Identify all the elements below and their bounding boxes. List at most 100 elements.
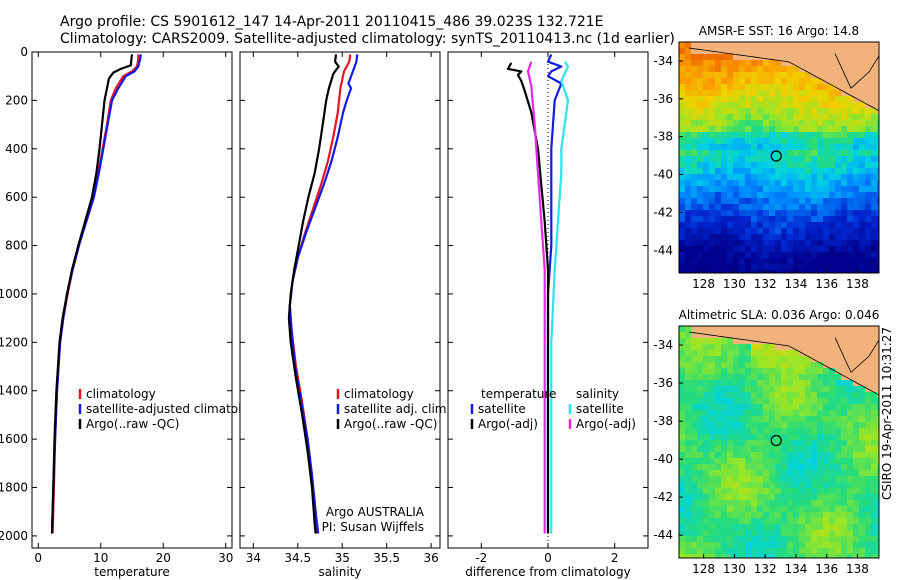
map-cell: [835, 180, 841, 186]
annotation-text: Argo AUSTRALIA: [326, 505, 425, 519]
map-cell: [775, 494, 781, 500]
map-title: Altimetric SLA: 0.036 Argo: 0.046: [679, 308, 880, 322]
map-cell: [841, 216, 847, 222]
map-cell: [823, 90, 829, 96]
map-cell: [835, 386, 841, 392]
map-cell: [859, 246, 865, 252]
map-cell: [781, 144, 787, 150]
map-cell: [733, 72, 739, 78]
map-cell: [727, 452, 733, 458]
map-cell: [835, 54, 841, 60]
map-cell: [733, 500, 739, 506]
map-cell: [775, 434, 781, 440]
map-cell: [799, 240, 805, 246]
map-cell: [745, 476, 751, 482]
map-cell: [829, 332, 835, 338]
map-cell: [823, 374, 829, 380]
map-cell: [751, 150, 757, 156]
map-cell: [679, 66, 685, 72]
map-cell: [805, 120, 811, 126]
map-cell: [865, 264, 871, 270]
map-cell: [703, 416, 709, 422]
map-cell: [703, 542, 709, 548]
map-cell: [805, 126, 811, 132]
map-cell: [877, 234, 879, 240]
map-cell: [811, 156, 817, 162]
map-cell: [685, 132, 691, 138]
map-cell: [799, 542, 805, 548]
map-cell: [877, 470, 879, 476]
map-cell: [859, 446, 865, 452]
map-cell: [805, 186, 811, 192]
map-cell: [751, 72, 757, 78]
map-cell: [865, 180, 871, 186]
map-cell: [787, 326, 793, 332]
map-cell: [769, 344, 775, 350]
map-cell: [763, 422, 769, 428]
map-cell: [721, 144, 727, 150]
map-cell: [835, 398, 841, 404]
map-cell: [703, 216, 709, 222]
map-cell: [709, 326, 715, 332]
map-cell: [811, 524, 817, 530]
map-cell: [787, 42, 793, 48]
map-cell: [787, 156, 793, 162]
map-cell: [757, 96, 763, 102]
map-cell: [685, 204, 691, 210]
credit-text: CSIRO 19-Apr-2011 10:31:27: [880, 327, 894, 500]
map-cell: [715, 198, 721, 204]
map-cell: [679, 536, 685, 542]
map-cell: [799, 434, 805, 440]
map-cell: [859, 144, 865, 150]
map-cell: [865, 356, 871, 362]
map-cell: [853, 66, 859, 72]
map-cell: [715, 216, 721, 222]
map-cell: [781, 210, 787, 216]
map-cell: [841, 72, 847, 78]
map-cell: [853, 542, 859, 548]
map-cell: [811, 168, 817, 174]
map-cell: [835, 476, 841, 482]
map-cell: [859, 338, 865, 344]
map-cell: [775, 548, 781, 554]
map-cell: [853, 512, 859, 518]
x-tick-label: 0: [544, 551, 552, 565]
map-cell: [733, 482, 739, 488]
map-cell: [733, 476, 739, 482]
map-cell: [697, 404, 703, 410]
map-cell: [679, 506, 685, 512]
map-cell: [787, 428, 793, 434]
map-cell: [853, 84, 859, 90]
map-cell: [691, 126, 697, 132]
map-cell: [733, 216, 739, 222]
map-cell: [685, 246, 691, 252]
map-cell: [835, 362, 841, 368]
map-cell: [799, 512, 805, 518]
map-cell: [841, 42, 847, 48]
map-cell: [805, 42, 811, 48]
map-cell: [703, 60, 709, 66]
map-cell: [841, 120, 847, 126]
map-cell: [685, 362, 691, 368]
map-cell: [715, 488, 721, 494]
map-cell: [733, 422, 739, 428]
map-cell: [745, 156, 751, 162]
map-cell: [679, 464, 685, 470]
map-cell: [829, 216, 835, 222]
map-cell: [799, 404, 805, 410]
map-cell: [739, 392, 745, 398]
map-cell: [877, 114, 879, 120]
map-cell: [721, 222, 727, 228]
map-cell: [829, 192, 835, 198]
map-cell: [823, 458, 829, 464]
map-cell: [685, 54, 691, 60]
map-cell: [859, 398, 865, 404]
x-tick-label: 138: [846, 277, 869, 291]
map-cell: [787, 488, 793, 494]
map-cell: [763, 554, 769, 558]
map-cell: [853, 554, 859, 558]
map-cell: [847, 174, 853, 180]
map-cell: [697, 66, 703, 72]
map-cell: [871, 252, 877, 258]
map-cell: [847, 264, 853, 270]
